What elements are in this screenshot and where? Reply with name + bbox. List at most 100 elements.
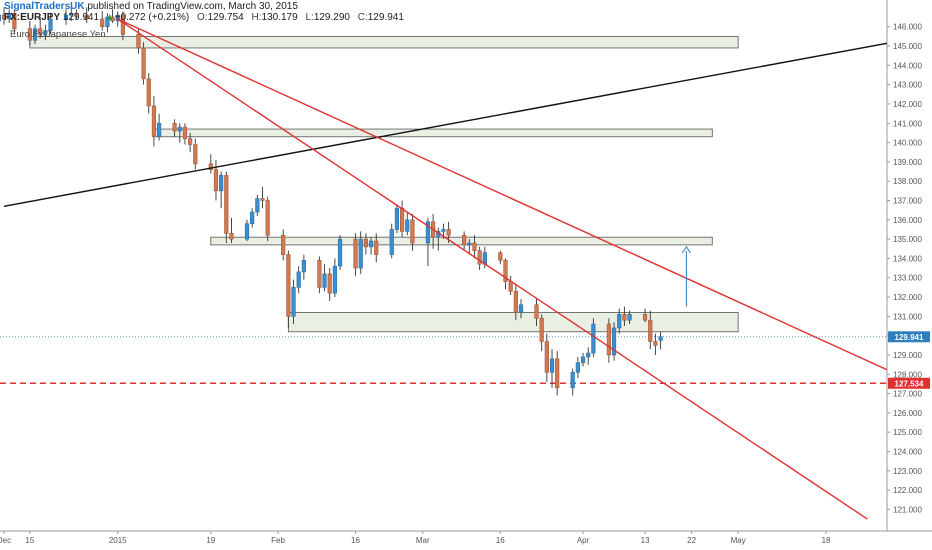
candle-body [586, 352, 591, 358]
zone-rect [210, 236, 713, 246]
falling-trendline [117, 18, 888, 371]
candle-body [544, 341, 549, 373]
candle-body [74, 12, 79, 16]
candle-body [250, 211, 255, 224]
time-tick-label: Dec [0, 536, 11, 545]
up-arrow-icon: ▲ [104, 12, 115, 23]
candle-body [208, 163, 213, 170]
candle-body [611, 327, 617, 356]
symbol-label[interactable]: FX:EURJPY [4, 12, 61, 23]
candle-body [141, 47, 146, 80]
ohlc-line: FX:EURJPY 129.941 ▲+0.272 (+0.21%) O:129… [4, 12, 407, 24]
candle-body [255, 198, 260, 213]
candle-body [115, 14, 120, 22]
candle-body [539, 317, 544, 342]
candle-body [441, 229, 446, 232]
candle-body [188, 138, 193, 145]
time-tick-label: Apr [577, 536, 590, 545]
candle-body [622, 314, 627, 321]
price-tick-label: 135.000 [893, 235, 922, 244]
time-tick-label: 19 [206, 536, 215, 545]
candle-body [63, 14, 69, 20]
publish-line: SignalTradersUK published on TradingView… [4, 1, 298, 13]
price-axis[interactable]: 121.000 122.000 123.000 124.000 125.000 126.0… [887, 23, 922, 515]
candle-body [575, 362, 580, 373]
price-tick-label: 123.000 [893, 467, 922, 476]
zone-rect [153, 128, 713, 138]
candle-body [627, 314, 632, 321]
candle-body [498, 252, 503, 261]
candle-body [399, 207, 405, 232]
candle-body [182, 126, 188, 140]
candle-body [332, 265, 337, 294]
price-tick-label: 134.000 [893, 254, 922, 263]
candle-body [157, 122, 162, 138]
candle-body [368, 240, 374, 248]
candle-body [508, 281, 513, 292]
falling-trendline [117, 18, 868, 520]
author-name[interactable]: SignalTradersUK [4, 1, 85, 12]
low-label: L: [305, 12, 314, 23]
candle-body [337, 238, 343, 267]
candle-body [301, 260, 306, 273]
candle-body [580, 356, 586, 363]
price-tick-label: 142.000 [893, 100, 922, 109]
candle-body [358, 238, 363, 269]
candle-body [472, 242, 477, 251]
high-value: 130.179 [261, 12, 298, 23]
open-label: O: [197, 12, 208, 23]
candle-body [265, 200, 270, 236]
candle-body [84, 14, 89, 20]
candle-body [462, 234, 467, 246]
price-tick-label: 132.000 [893, 293, 922, 302]
published-text: published on TradingView.com, March 30, … [87, 1, 298, 12]
trendlines [3, 18, 888, 520]
candle-body [172, 122, 177, 132]
candle-body [394, 207, 400, 230]
candle-body [549, 358, 555, 373]
time-tick-label: 16 [351, 536, 360, 545]
candle-body [425, 221, 431, 244]
candle-body [38, 28, 43, 35]
price-tick-label: 140.000 [893, 139, 922, 148]
candle-body [244, 223, 250, 240]
time-tick-label: Feb [271, 536, 285, 545]
price-tick-label: 125.000 [893, 428, 922, 437]
zone-rect [287, 312, 739, 333]
time-axis[interactable]: Dec 15 2015 19 Feb 16 Mar 16 Apr 13 22 May 18 [0, 531, 831, 545]
candle-body [151, 105, 157, 138]
candle-body [100, 18, 105, 28]
last-price: 129.941 [62, 12, 100, 23]
arrow-head-icon [681, 245, 691, 254]
candle-body [534, 304, 539, 319]
candle-body [591, 323, 596, 354]
price-tick-label: 141.000 [893, 119, 922, 128]
candle-body [405, 219, 410, 232]
close-label: C: [357, 12, 368, 23]
candle-body [43, 30, 48, 35]
price-change: +0.272 (+0.21%) [114, 12, 190, 23]
candle-body [653, 341, 658, 346]
price-tick-label: 139.000 [893, 158, 922, 167]
candle-body [229, 233, 234, 240]
high-label: H: [251, 12, 262, 23]
price-tick-label: 143.000 [893, 81, 922, 90]
price-tick-label: 131.000 [893, 312, 922, 321]
candle-body [12, 12, 17, 29]
candle-body [146, 78, 151, 107]
price-tag-label: 129.941 [895, 333, 924, 342]
candle-body [296, 271, 301, 288]
candle-body [120, 14, 126, 35]
time-tick-label: 15 [25, 536, 34, 545]
candle-body [606, 323, 611, 356]
candle-body [570, 372, 575, 389]
time-tick-label: Mar [416, 536, 430, 545]
candle-body [374, 240, 379, 255]
price-tick-label: 133.000 [893, 274, 922, 283]
price-tick-label: 137.000 [893, 196, 922, 205]
candle-body [0, 14, 1, 22]
price-tick-label: 144.000 [893, 61, 922, 70]
candle-body [658, 336, 663, 341]
